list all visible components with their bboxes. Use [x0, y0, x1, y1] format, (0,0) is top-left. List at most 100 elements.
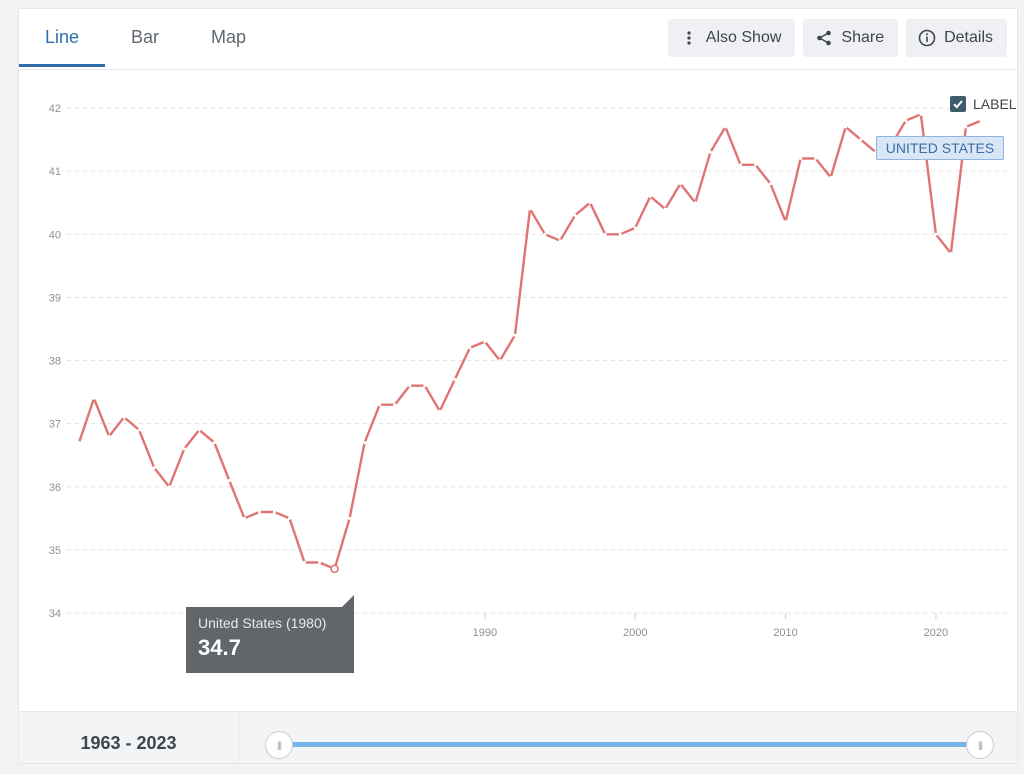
series-line-united-states — [77, 113, 982, 570]
share-button[interactable]: Share — [803, 19, 899, 57]
y-tick-label: 39 — [49, 292, 61, 304]
data-point — [92, 396, 96, 400]
y-tick-label: 37 — [49, 419, 61, 431]
data-point — [498, 359, 502, 362]
data-point — [468, 346, 472, 350]
data-point — [648, 194, 652, 198]
data-point — [137, 428, 141, 432]
highlighted-data-point — [330, 564, 339, 574]
data-point — [663, 207, 667, 211]
data-point — [287, 516, 291, 520]
data-point — [212, 441, 216, 445]
y-tick-label: 34 — [49, 608, 61, 620]
data-point — [107, 434, 111, 438]
label-toggle[interactable]: LABEL — [950, 96, 1017, 112]
data-point — [77, 441, 81, 445]
data-point — [769, 182, 773, 186]
y-tick-label: 35 — [49, 545, 61, 557]
data-point — [979, 119, 983, 123]
tooltip-title: United States (1980) — [198, 615, 327, 631]
info-icon — [918, 29, 936, 47]
data-point — [513, 333, 517, 337]
x-tick-label: 1990 — [473, 627, 497, 639]
tab-line[interactable]: Line — [19, 9, 106, 67]
tooltip-pointer — [342, 595, 354, 607]
also-show-button[interactable]: Also Show — [667, 19, 796, 57]
year-range-label: 1963 - 2023 — [19, 712, 239, 764]
data-point — [483, 340, 487, 344]
data-point — [723, 125, 727, 129]
data-point — [738, 163, 742, 167]
checkbox-checked-icon[interactable] — [950, 96, 966, 112]
data-point — [573, 213, 577, 217]
tooltip-value: 34.7 — [198, 635, 241, 660]
data-point — [303, 561, 306, 564]
data-point — [784, 220, 788, 224]
data-point — [378, 403, 382, 407]
x-tick-label: 2020 — [924, 627, 948, 639]
data-point — [603, 232, 607, 236]
data-point — [859, 138, 863, 142]
y-tick-label: 42 — [49, 103, 61, 115]
data-point — [829, 175, 833, 179]
data-point — [318, 561, 322, 564]
data-point — [618, 232, 622, 236]
data-point — [814, 157, 818, 160]
also-show-label: Also Show — [705, 29, 782, 46]
share-icon — [815, 29, 833, 47]
details-button[interactable]: Details — [906, 19, 1007, 57]
share-label: Share — [841, 29, 885, 46]
toolbar: Also Show Share Details — [667, 19, 1007, 57]
data-point — [242, 516, 246, 520]
data-point — [919, 112, 923, 116]
data-point — [453, 377, 457, 381]
y-tick-label: 41 — [49, 166, 61, 178]
line-chart: 343536373839404142801990200020102020 — [49, 103, 1009, 639]
tab-bar[interactable]: Bar — [131, 27, 160, 47]
tab-divider — [19, 69, 1017, 70]
data-point — [408, 384, 412, 388]
data-point — [348, 516, 352, 520]
data-point — [122, 415, 126, 419]
data-point — [949, 251, 953, 255]
data-point — [754, 163, 757, 167]
y-tick-label: 38 — [49, 356, 61, 368]
range-start-handle[interactable]: ||| — [265, 731, 293, 759]
data-tooltip: United States (1980) 34.7 — [186, 595, 354, 673]
data-point — [799, 157, 803, 160]
data-point — [693, 201, 697, 205]
data-point — [272, 510, 276, 514]
data-point — [844, 125, 848, 129]
year-range-slider[interactable] — [281, 742, 981, 747]
range-footer: 1963 - 2023 ||| ||| — [18, 712, 1018, 764]
range-end-handle[interactable]: ||| — [966, 731, 994, 759]
data-point — [528, 207, 532, 211]
data-point — [904, 119, 908, 123]
x-tick-label: 2010 — [773, 627, 797, 639]
data-point — [182, 447, 186, 451]
data-point — [678, 182, 682, 186]
data-point — [708, 150, 712, 154]
data-point — [227, 478, 231, 482]
data-point — [934, 232, 938, 236]
data-point — [363, 441, 367, 445]
label-toggle-text: LABEL — [973, 96, 1017, 112]
y-tick-label: 36 — [49, 482, 61, 494]
data-point — [423, 384, 427, 388]
y-tick-label: 40 — [49, 229, 61, 241]
more-vertical-icon — [680, 29, 698, 47]
tab-map[interactable]: Map — [211, 27, 247, 47]
data-point — [197, 428, 201, 432]
chart-type-tabs: Line Bar Map — [19, 9, 272, 69]
data-point — [438, 409, 442, 413]
data-point — [633, 226, 637, 230]
data-point — [543, 232, 547, 236]
data-point — [588, 201, 592, 205]
data-point — [964, 125, 968, 129]
x-tick-label: 2000 — [623, 627, 647, 639]
data-point — [152, 466, 156, 470]
data-point — [393, 403, 397, 407]
data-point — [558, 239, 562, 243]
series-label-united-states: UNITED STATES — [876, 136, 1004, 160]
data-point — [257, 510, 261, 514]
